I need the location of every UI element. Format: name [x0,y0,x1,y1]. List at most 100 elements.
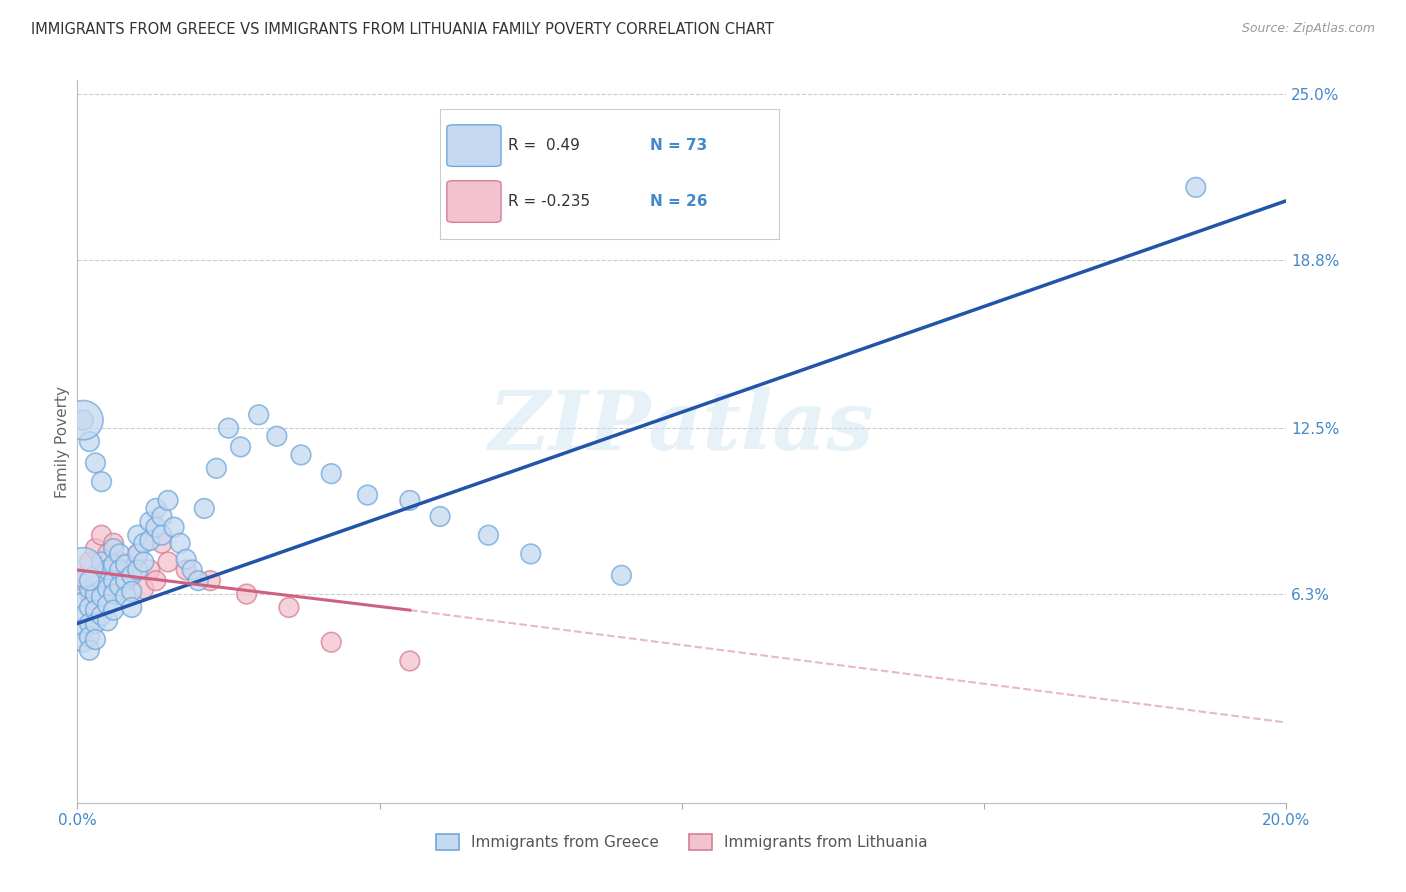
Point [103,558,125,572]
Point [79,574,101,588]
Point [193,501,215,516]
Point [139,515,162,529]
Point [96,614,118,628]
Point [121,563,143,577]
Point [174,552,197,566]
Point [150,528,173,542]
Point [72,595,94,609]
Point [399,493,422,508]
Point [520,547,543,561]
Point [72,635,94,649]
Point [103,536,125,550]
Point [79,582,101,596]
Point [127,563,149,577]
Point [229,440,252,454]
Point [108,547,131,561]
Text: IMMIGRANTS FROM GREECE VS IMMIGRANTS FROM LITHUANIA FAMILY POVERTY CORRELATION C: IMMIGRANTS FROM GREECE VS IMMIGRANTS FRO… [31,22,773,37]
Point [84,632,107,647]
Point [150,536,173,550]
Point [79,616,101,631]
Point [200,574,222,588]
Point [103,541,125,556]
Point [114,574,136,588]
Point [103,587,125,601]
Point [90,608,112,623]
Point [84,568,107,582]
Point [399,654,422,668]
Point [108,563,131,577]
Point [610,568,633,582]
Point [84,574,107,588]
Text: ZIPatlas: ZIPatlas [489,387,875,467]
Point [150,509,173,524]
Point [121,600,143,615]
Point [290,448,312,462]
Point [84,456,107,470]
Point [90,555,112,569]
Point [174,563,197,577]
Point [132,555,155,569]
Point [79,600,101,615]
Point [145,574,167,588]
Point [145,520,167,534]
Point [139,533,162,548]
Point [79,587,101,601]
Point [278,600,301,615]
Point [90,475,112,489]
Point [114,590,136,604]
Point [321,467,343,481]
Point [72,413,94,427]
Point [72,608,94,623]
Point [145,501,167,516]
Point [114,574,136,588]
Point [235,587,257,601]
Point [127,547,149,561]
Point [79,555,101,569]
Point [90,528,112,542]
Point [90,560,112,574]
Point [90,590,112,604]
Point [108,555,131,569]
Point [84,616,107,631]
Point [157,493,180,508]
Point [90,574,112,588]
Point [429,509,451,524]
Y-axis label: Family Poverty: Family Poverty [55,385,70,498]
Point [132,536,155,550]
Point [218,421,240,435]
Point [157,555,180,569]
Point [356,488,378,502]
Point [103,574,125,588]
Point [169,536,191,550]
Point [84,587,107,601]
Point [121,584,143,599]
Point [108,579,131,593]
Point [114,558,136,572]
Point [1184,180,1206,194]
Point [181,563,204,577]
Point [266,429,288,443]
Point [72,413,94,427]
Point [79,643,101,657]
Point [127,528,149,542]
Point [103,568,125,582]
Point [127,547,149,561]
Point [72,622,94,636]
Point [187,574,209,588]
Point [96,598,118,612]
Point [72,574,94,588]
Point [103,603,125,617]
Point [96,563,118,577]
Point [84,541,107,556]
Point [84,603,107,617]
Point [132,582,155,596]
Point [96,582,118,596]
Text: Source: ZipAtlas.com: Source: ZipAtlas.com [1241,22,1375,36]
Legend: Immigrants from Greece, Immigrants from Lithuania: Immigrants from Greece, Immigrants from … [430,829,934,856]
Point [163,520,186,534]
Point [72,560,94,574]
Point [96,547,118,561]
Point [139,563,162,577]
Point [96,582,118,596]
Point [321,635,343,649]
